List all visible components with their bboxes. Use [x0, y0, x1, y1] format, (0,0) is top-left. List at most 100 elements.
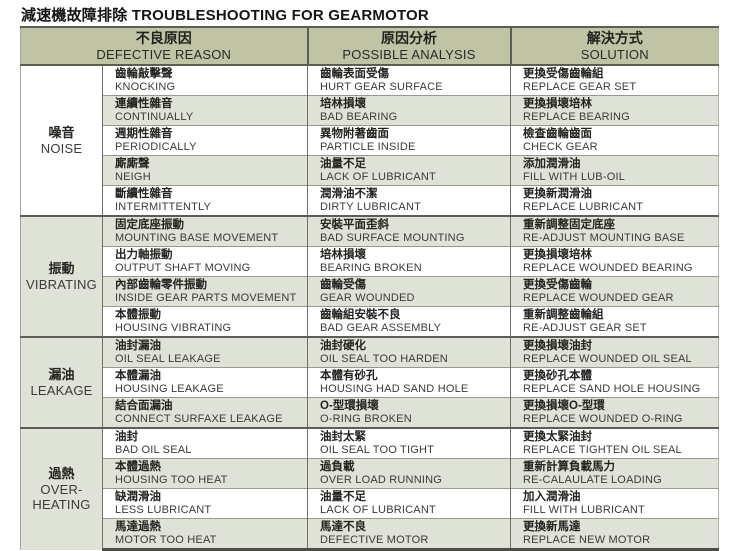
cause-text-en: LACK OF LUBRICANT [320, 170, 436, 183]
cause-cell: 潤滑油不潔 DIRTY LUBRICANT [307, 185, 511, 216]
solution-cell: 更換受傷齒輪組 REPLACE GEAR SET [510, 64, 719, 96]
header-possible-analysis: 原因分析 POSSIBLE ANALYSIS [306, 26, 511, 66]
defect-text-en: CONNECT SURFAXE LEAKAGE [115, 412, 283, 425]
solution-text-zh: 重新計算負載馬力 [523, 460, 616, 473]
cause-text-zh: 安裝平面歪斜 [320, 218, 390, 231]
solution-text-zh: 重新調整齒輪組 [523, 308, 604, 321]
cause-text-zh: 培林損壞 [320, 97, 367, 110]
defect-text-en: MOTOR TOO HEAT [115, 533, 217, 546]
solution-text-en: REPLACE TIGHTEN OIL SEAL [523, 443, 682, 456]
cause-text-en: BAD BEARING [320, 110, 398, 123]
defect-cell: 油封 BAD OIL SEAL [101, 427, 308, 459]
table-row: 本體過熱 HOUSING TOO HEAT 過負載 OVER LOAD RUNNING… [21, 458, 719, 489]
table-row: 本體振動 HOUSING VIBRATING 齒輪組安裝不良 BAD GEAR ASS… [21, 306, 719, 337]
table-row: 內部齒輪零件振動 INSIDE GEAR PARTS MOVEMENT 齒輪受傷 GE… [21, 276, 719, 307]
solution-text-en: REPLACE LUBRICANT [523, 200, 644, 213]
solution-text-en: FILL WITH LUBRICANT [523, 503, 645, 516]
cause-text-en: OVER LOAD RUNNING [320, 473, 442, 486]
defect-text-zh: 出力軸振動 [115, 248, 173, 261]
cause-text-en: BAD GEAR ASSEMBLY [320, 321, 442, 334]
defect-cell: 結合面漏油 CONNECT SURFAXE LEAKAGE [101, 397, 308, 428]
cause-cell: 培林損壞 BEARING BROKEN [307, 246, 511, 277]
defect-text-en: MOUNTING BASE MOVEMENT [115, 231, 279, 244]
defect-text-zh: 廝廝聲 [115, 157, 150, 170]
defect-cell: 油封漏油 OIL SEAL LEAKAGE [101, 336, 308, 368]
defect-text-zh: 本體漏油 [115, 369, 161, 382]
solution-text-en: REPLACE GEAR SET [523, 80, 637, 93]
cause-cell: 培林損壞 BAD BEARING [307, 95, 511, 126]
cause-text-zh: 齒輪組安裝不良 [320, 308, 401, 321]
table-row: 連續性雜音 CONTINUALLY 培林損壞 BAD BEARING 更換損壞培林 REP… [21, 95, 719, 126]
header-defective-reason-en: DEFECTIVE REASON [96, 47, 232, 62]
solution-text-zh: 添加潤滑油 [523, 157, 581, 170]
defect-cell: 連續性雜音 CONTINUALLY [101, 95, 308, 126]
cause-text-zh: O-型環損壞 [320, 399, 379, 412]
cause-text-zh: 齒輪表面受傷 [320, 67, 390, 80]
defect-text-en: OIL SEAL LEAKAGE [115, 352, 221, 365]
solution-cell: 更換新馬達 REPLACE NEW MOTOR [510, 518, 719, 551]
solution-cell: 檢查齒輪齒面 CHECK GEAR [510, 125, 719, 156]
group-label-en: VIBRATING [26, 277, 97, 292]
solution-text-zh: 加入潤滑油 [523, 490, 581, 503]
cause-text-zh: 齒輪受傷 [320, 278, 367, 291]
solution-text-zh: 更換受傷齒輪 [523, 278, 593, 291]
group-label-en: OVER-HEATING [32, 482, 91, 513]
solution-cell: 重新計算負載馬力 RE-CALAULATE LOADING [510, 458, 719, 489]
troubleshooting-table: 不良原因 DEFECTIVE REASON 原因分析 POSSIBLE ANAL… [20, 26, 720, 551]
defect-cell: 廝廝聲 NEIGH [101, 155, 308, 186]
defect-text-zh: 缺潤滑油 [115, 490, 161, 503]
defect-text-en: OUTPUT SHAFT MOVING [115, 261, 251, 274]
defect-text-zh: 連續性雜音 [115, 97, 173, 110]
header-defective-reason-zh: 不良原因 [135, 30, 192, 46]
cause-text-zh: 馬達不良 [320, 520, 367, 533]
solution-cell: 重新調整固定底座 RE-ADJUST MOUNTING BASE [510, 215, 719, 247]
group-label-en: NOISE [40, 141, 83, 156]
cause-cell: 齒輪表面受傷 HURT GEAR SURFACE [307, 64, 511, 96]
defect-cell: 馬達過熱 MOTOR TOO HEAT [101, 518, 308, 551]
defect-text-en: INSIDE GEAR PARTS MOVEMENT [115, 291, 297, 304]
cause-cell: 過負載 OVER LOAD RUNNING [307, 458, 511, 489]
page-title: 減速機故障排除 TROUBLESHOOTING FOR GEARMOTOR [21, 7, 429, 24]
defect-text-zh: 內部齒輪零件振動 [115, 278, 207, 291]
solution-cell: 添加潤滑油 FILL WITH LUB-OIL [510, 155, 719, 186]
solution-text-en: REPLACE NEW MOTOR [523, 533, 651, 546]
header-possible-analysis-zh: 原因分析 [381, 30, 438, 46]
group-label-zh: 噪音 [48, 125, 75, 140]
solution-text-zh: 更換損壞培林 [523, 248, 593, 261]
header-possible-analysis-en: POSSIBLE ANALYSIS [342, 47, 476, 62]
solution-cell: 更換損壞培林 REPLACE WOUNDED BEARING [510, 246, 719, 277]
cause-text-en: HURT GEAR SURFACE [320, 80, 443, 93]
header-row: 不良原因 DEFECTIVE REASON 原因分析 POSSIBLE ANAL… [20, 26, 719, 66]
defect-cell: 內部齒輪零件振動 INSIDE GEAR PARTS MOVEMENT [101, 276, 308, 307]
cause-text-en: BEARING BROKEN [320, 261, 422, 274]
solution-text-zh: 更換新馬達 [523, 520, 581, 533]
cause-text-en: BAD SURFACE MOUNTING [320, 231, 465, 244]
defect-text-zh: 週期性雜音 [115, 127, 173, 140]
cause-cell: 異物附著齒面 PARTICLE INSIDE [307, 125, 511, 156]
solution-text-zh: 更換太緊油封 [523, 430, 593, 443]
defect-text-en: LESS LUBRICANT [115, 503, 212, 516]
defect-text-zh: 齒輪敲擊聲 [115, 67, 173, 80]
table-row: 過熱 OVER-HEATING 油封 BAD OIL SEAL 油封太緊 OIL SEAL… [20, 427, 719, 550]
defect-text-zh: 斷續性雜音 [115, 187, 173, 200]
defect-cell: 本體過熱 HOUSING TOO HEAT [101, 458, 308, 489]
defect-text-en: HOUSING LEAKAGE [115, 382, 224, 395]
cause-text-en: PARTICLE INSIDE [320, 140, 416, 153]
cause-text-zh: 潤滑油不潔 [320, 187, 378, 200]
header-solution: 解決方式 SOLUTION [509, 26, 719, 66]
defect-cell: 週期性雜音 PERIODICALLY [101, 125, 308, 156]
solution-cell: 更換太緊油封 REPLACE TIGHTEN OIL SEAL [510, 427, 719, 459]
solution-cell: 更換損壞O-型環 REPLACE WOUNDED O-RING [510, 397, 719, 428]
defect-text-zh: 油封漏油 [115, 339, 161, 352]
cause-cell: 齒輪組安裝不良 BAD GEAR ASSEMBLY [307, 306, 511, 337]
group-cell-over-heating: 過熱 OVER-HEATING [20, 427, 103, 550]
defect-text-zh: 固定底座振動 [115, 218, 184, 231]
table-row: 週期性雜音 PERIODICALLY 異物附著齒面 PARTICLE INSIDE 檢查… [21, 125, 719, 156]
defect-text-en: NEIGH [115, 170, 151, 183]
cause-cell: 油量不足 LACK OF LUBRICANT [307, 488, 511, 519]
solution-text-en: REPLACE SAND HOLE HOUSING [523, 382, 701, 395]
defect-text-zh: 本體過熱 [115, 460, 161, 473]
header-solution-en: SOLUTION [580, 47, 649, 62]
cause-cell: 本體有砂孔 HOUSING HAD SAND HOLE [307, 367, 511, 398]
defect-text-zh: 結合面漏油 [115, 399, 173, 412]
